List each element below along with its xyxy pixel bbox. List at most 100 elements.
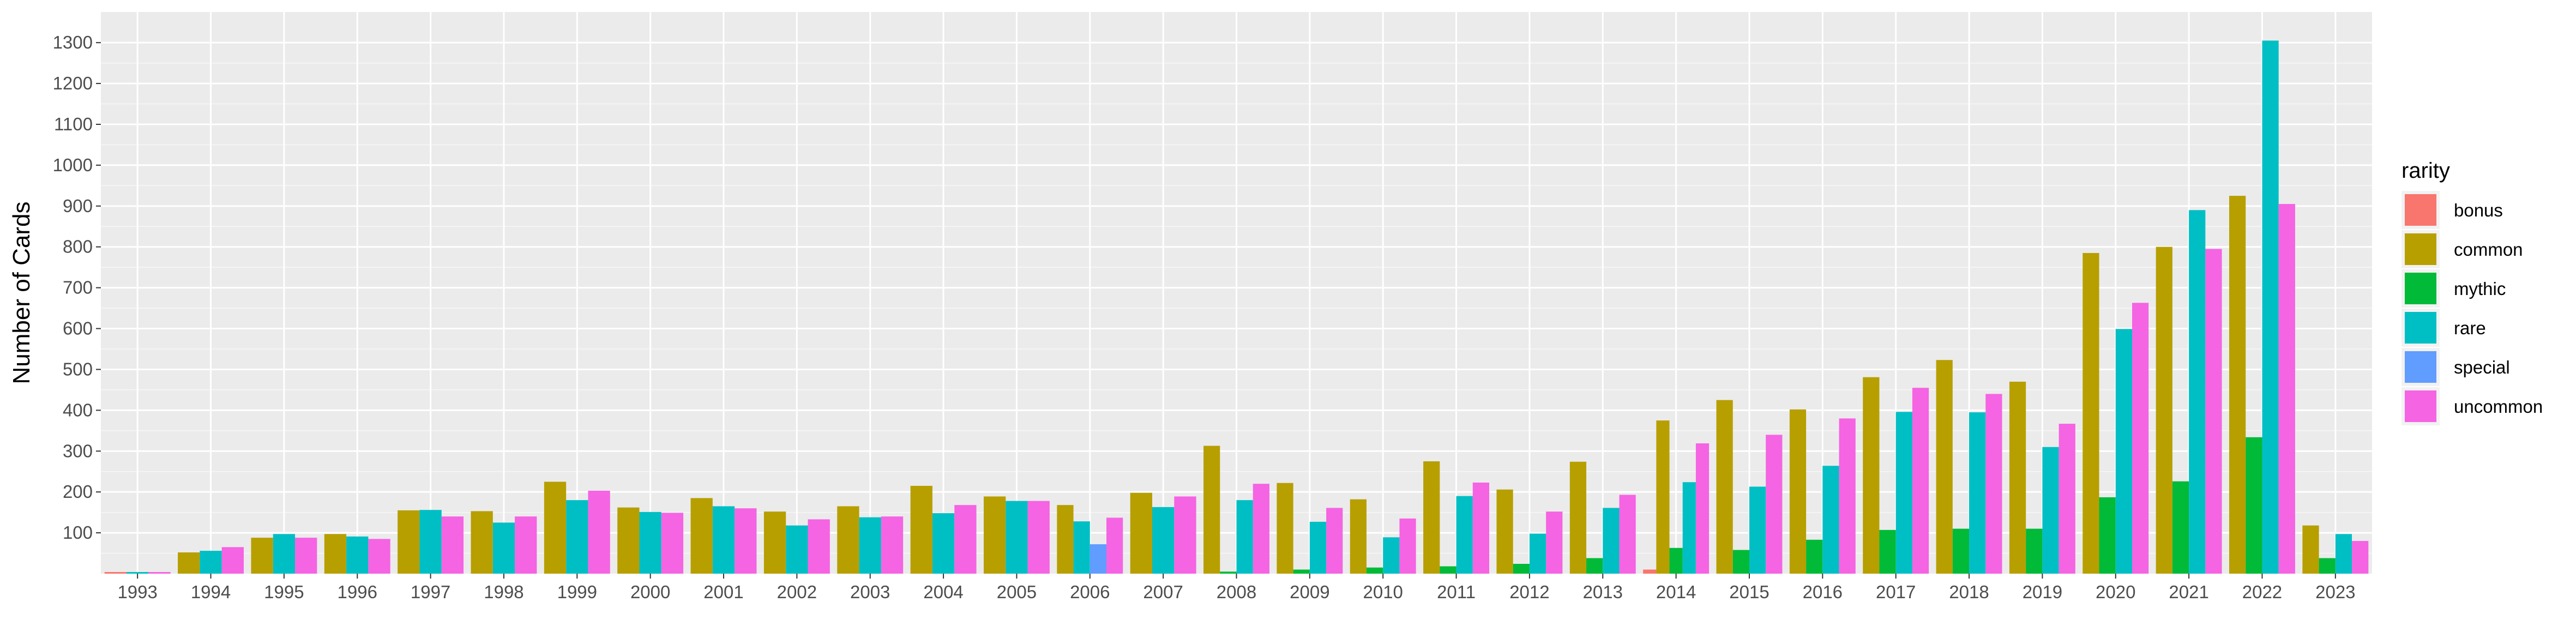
x-tick-label: 2011 <box>1437 582 1476 602</box>
bar-uncommon-2019 <box>2059 424 2075 574</box>
bar-rare-2015 <box>1749 486 1766 574</box>
bar-mythic-2008 <box>1220 571 1237 574</box>
bar-common-2001 <box>690 498 713 574</box>
bar-rare-1997 <box>419 510 442 574</box>
bar-common-1998 <box>471 511 493 574</box>
x-tick-label: 2003 <box>850 582 890 602</box>
bar-rare-2005 <box>1006 501 1028 574</box>
bar-rare-1994 <box>200 551 222 574</box>
bar-uncommon-2003 <box>881 516 904 574</box>
x-tick-label: 2017 <box>1876 582 1916 602</box>
bar-uncommon-2013 <box>1619 495 1636 574</box>
bar-rare-2020 <box>2115 329 2132 574</box>
bar-rare-1998 <box>492 522 515 574</box>
bar-common-2023 <box>2302 525 2319 574</box>
legend-key-special <box>2405 351 2436 383</box>
bar-common-2012 <box>1496 489 1513 574</box>
bar-mythic-2017 <box>1879 529 1896 574</box>
bar-mythic-2016 <box>1806 539 1823 574</box>
bar-common-2009 <box>1277 483 1293 574</box>
bar-uncommon-2005 <box>1027 501 1050 574</box>
legend-key-uncommon <box>2405 390 2436 422</box>
x-tick-label: 2016 <box>1803 582 1843 602</box>
legend-label-common: common <box>2454 239 2523 260</box>
bar-common-2015 <box>1716 400 1733 574</box>
x-tick-label: 2006 <box>1070 582 1110 602</box>
bar-uncommon-1999 <box>588 490 610 574</box>
bar-uncommon-2014 <box>1695 443 1710 574</box>
x-tick-label: 2014 <box>1656 582 1696 602</box>
bars <box>104 40 2369 574</box>
bar-mythic-2012 <box>1513 564 1530 574</box>
y-tick-label: 600 <box>63 318 93 339</box>
bar-uncommon-1994 <box>221 547 244 574</box>
x-tick-label: 2010 <box>1363 582 1403 602</box>
bar-common-2006 <box>1057 505 1074 574</box>
bar-bonus-1993 <box>104 572 127 574</box>
legend-label-bonus: bonus <box>2454 200 2503 220</box>
bar-common-2016 <box>1789 409 1807 574</box>
bar-mythic-2021 <box>2172 481 2189 574</box>
legend: rarity bonus common mythic rare special uncom… <box>2402 159 2543 425</box>
x-tick-label: 1995 <box>264 582 304 602</box>
bar-uncommon-2018 <box>1985 394 2002 574</box>
bar-uncommon-2015 <box>1766 435 1783 574</box>
bar-common-2018 <box>1936 360 1953 574</box>
bar-rare-2006 <box>1073 521 1090 574</box>
bar-rare-2018 <box>1969 412 1986 574</box>
bar-common-2021 <box>2156 246 2172 574</box>
bar-common-1996 <box>324 534 347 574</box>
bar-rare-2012 <box>1529 533 1546 574</box>
bar-rare-2008 <box>1236 500 1253 574</box>
bar-rare-2010 <box>1383 537 1400 574</box>
bar-common-2011 <box>1423 461 1440 574</box>
bar-rare-2002 <box>786 525 808 574</box>
bar-mythic-2018 <box>1952 528 1970 574</box>
bar-rare-2014 <box>1682 482 1696 574</box>
bar-common-2010 <box>1350 499 1367 574</box>
bar-rare-2022 <box>2262 40 2279 574</box>
x-tick-label: 2009 <box>1290 582 1329 602</box>
x-tick-label: 2001 <box>703 582 743 602</box>
legend-key-bonus <box>2405 194 2436 226</box>
y-tick-label: 200 <box>63 482 93 502</box>
bar-rare-2000 <box>639 511 661 574</box>
bar-common-1997 <box>398 510 420 574</box>
bar-uncommon-2000 <box>661 513 684 574</box>
bar-common-2003 <box>837 506 859 574</box>
bar-uncommon-2008 <box>1253 484 1269 574</box>
y-axis: 100 200 300 400 500 600 700 800 900 1000 1100 1200 1… <box>53 32 101 543</box>
y-tick-label: 1200 <box>53 73 93 93</box>
bar-uncommon-2012 <box>1546 511 1563 574</box>
x-tick-label: 2023 <box>2315 582 2355 602</box>
x-tick-label: 2021 <box>2169 582 2208 602</box>
legend-title: rarity <box>2402 159 2450 183</box>
bar-uncommon-1996 <box>368 539 390 574</box>
bar-uncommon-2021 <box>2205 249 2222 574</box>
bar-uncommon-2011 <box>1472 482 1490 574</box>
bar-uncommon-1997 <box>441 516 464 574</box>
bar-rare-2009 <box>1309 521 1327 574</box>
bar-rare-2003 <box>859 517 881 574</box>
x-tick-label: 2002 <box>777 582 817 602</box>
bar-uncommon-2010 <box>1399 518 1416 574</box>
bar-common-2014 <box>1656 420 1670 574</box>
y-tick-label: 800 <box>63 237 93 257</box>
bar-rare-2021 <box>2189 210 2206 574</box>
bar-uncommon-2023 <box>2352 541 2369 574</box>
bar-common-2007 <box>1130 492 1152 574</box>
x-tick-label: 2000 <box>630 582 670 602</box>
bar-mythic-2013 <box>1586 558 1603 574</box>
bar-mythic-2011 <box>1440 566 1456 574</box>
bar-uncommon-2017 <box>1912 388 1929 574</box>
x-tick-label: 2008 <box>1217 582 1256 602</box>
bar-uncommon-2007 <box>1174 496 1196 574</box>
bar-common-2019 <box>2009 381 2026 574</box>
bar-rare-2004 <box>932 513 955 574</box>
x-tick-label: 1994 <box>191 582 231 602</box>
bar-rare-2013 <box>1603 508 1620 574</box>
bar-common-2008 <box>1203 446 1220 574</box>
legend-key-mythic <box>2405 273 2436 304</box>
y-tick-label: 300 <box>63 441 93 461</box>
